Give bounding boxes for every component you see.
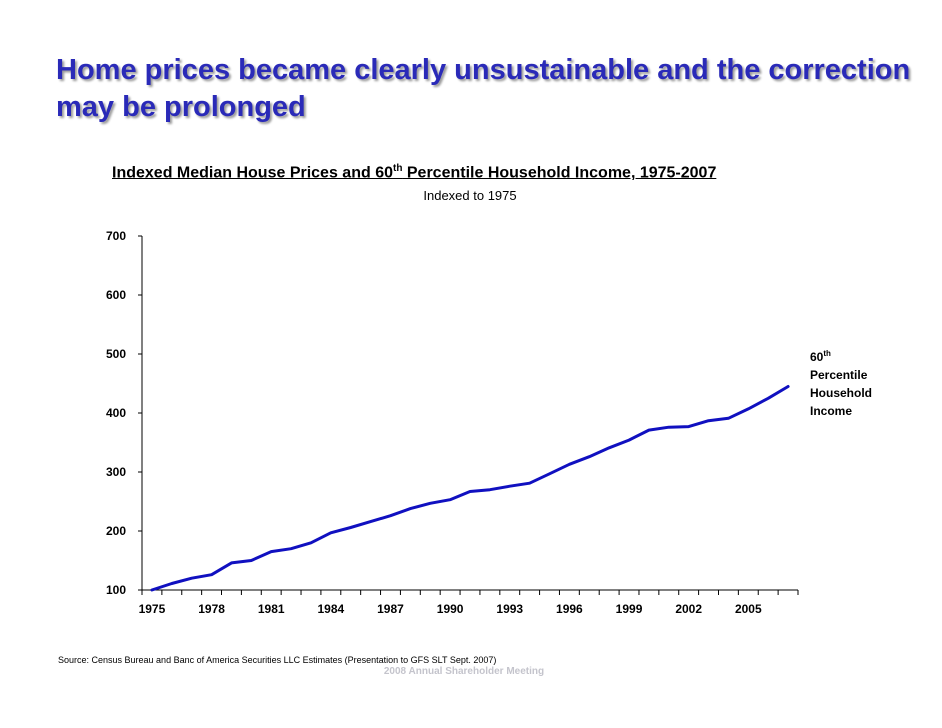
x-tick-label: 1999 (616, 602, 643, 616)
slide-title: Home prices became clearly unsustainable… (56, 54, 911, 123)
chart-subtitle: Indexed to 1975 (423, 188, 517, 203)
x-tick-label: 1990 (437, 602, 464, 616)
y-tick-label: 200 (106, 524, 126, 538)
footer: 2008 Annual Shareholder Meeting (383, 666, 545, 677)
y-tick-label: 600 (106, 288, 126, 302)
x-tick-label: 1978 (198, 602, 225, 616)
series-label-sup: th (823, 349, 831, 358)
chart-title-post: Percentile Household Income, 1975-2007 (402, 164, 717, 182)
series-label: 60th Percentile Household Income (810, 345, 872, 420)
y-tick-label: 100 (106, 583, 126, 597)
x-tick-label: 1981 (258, 602, 285, 616)
series-line-income (150, 385, 790, 592)
chart-title-pre: Indexed Median House Prices and 60 (112, 164, 393, 182)
x-tick-label: 2002 (675, 602, 702, 616)
y-tick-label: 500 (106, 347, 126, 361)
series-label-line-1: 60th (810, 349, 831, 364)
x-tick-label: 1984 (317, 602, 344, 616)
series-label-line-2: Percentile (810, 368, 868, 382)
chart-title: Indexed Median House Prices and 60th Per… (112, 163, 716, 182)
x-tick-label: 1993 (496, 602, 523, 616)
source-note: Source: Census Bureau and Banc of Americ… (58, 655, 497, 665)
chart-title-sup: th (392, 163, 403, 174)
y-tick-label: 400 (106, 406, 126, 420)
y-tick-label: 300 (106, 465, 126, 479)
series-label-line-3: Household (810, 386, 872, 400)
x-tick-label: 1975 (139, 602, 166, 616)
y-tick-label: 700 (106, 229, 126, 243)
series-label-line-4: Income (810, 404, 853, 418)
x-tick-label: 2005 (735, 602, 762, 616)
x-tick-label: 1996 (556, 602, 583, 616)
x-tick-label: 1987 (377, 602, 404, 616)
